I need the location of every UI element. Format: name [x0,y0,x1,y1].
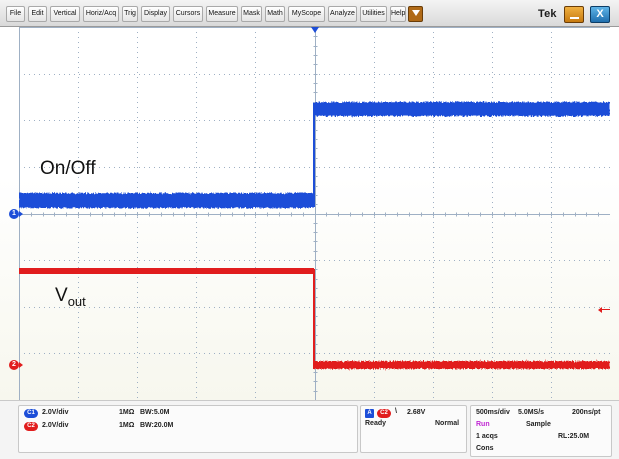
menu-mask[interactable]: Mask [241,6,262,22]
menu-vertical[interactable]: Vertical [50,6,80,22]
ch1-ground-marker[interactable]: 1 [9,209,19,219]
cons-status: Cons [476,445,494,452]
trigger-source-badge: C2 [377,409,391,418]
graticule [19,27,610,400]
falling-edge-icon: \ [395,408,397,415]
record-length: RL:25.0M [558,433,590,440]
vout-main: V [55,285,68,306]
ch2-bandwidth: BW:20.0M [140,422,174,429]
menu-bar: File Edit Vertical Horiz/Acq Trig Displa… [0,0,619,27]
trigger-position-marker[interactable] [311,27,319,33]
trigger-readout[interactable]: A C2 \ 2.68V Ready Normal [360,405,467,453]
acquisition-readout[interactable]: 500ms/div 5.0MS/s 200ns/pt Run Sample 1 … [470,405,612,457]
menu-math[interactable]: Math [265,6,285,22]
ch1-trace-low [19,193,314,208]
menu-utilities[interactable]: Utilities [360,6,387,22]
ch1-trace-high [314,102,610,116]
channel-readout[interactable]: C1 2.0V/div 1MΩ BW:5.0M C2 2.0V/div 1MΩ … [18,405,358,453]
ch2-trace-low [314,361,610,369]
resolution: 200ns/pt [572,409,601,416]
sample-rate: 5.0MS/s [518,409,545,416]
tek-logo: Tek [538,8,557,20]
ch1-readout-row[interactable]: C1 2.0V/div 1MΩ BW:5.0M [19,408,359,420]
menu-display[interactable]: Display [141,6,170,22]
ch2-scale: 2.0V/div [42,422,69,429]
ch2-impedance: 1MΩ [119,422,135,429]
menu-horiz-acq[interactable]: Horiz/Acq [83,6,119,22]
trace-layer [19,102,610,369]
trigger-state: Ready [365,420,387,427]
minimize-icon[interactable] [564,6,584,23]
menu-measure[interactable]: Measure [206,6,238,22]
ch2-trace-high [19,268,314,274]
menu-analyze[interactable]: Analyze [328,6,357,22]
vout-label: Vout [55,285,86,309]
menu-cursors[interactable]: Cursors [173,6,203,22]
acq-count: 1 acqs [476,433,498,440]
acq-mode: Sample [526,421,551,428]
run-state: Run [476,421,490,428]
onoff-label: On/Off [40,158,96,179]
ch2-readout-row[interactable]: C2 2.0V/div 1MΩ BW:20.0M [19,421,359,433]
menu-trig[interactable]: Trig [122,6,138,22]
ch1-scale: 2.0V/div [42,409,69,416]
ch1-badge: C1 [24,409,38,418]
ch2-marker-arrow-icon [19,362,23,368]
menu-edit[interactable]: Edit [28,6,47,22]
ch1-trace-step [313,103,315,207]
trigger-level-value: 2.68V [407,409,426,416]
ch1-impedance: 1MΩ [119,409,135,416]
ch1-marker-arrow-icon [19,211,23,217]
close-icon[interactable]: X [590,6,610,23]
trigger-mode: Normal [435,420,460,427]
menu-help[interactable]: Help [390,6,406,22]
trigger-a-badge: A [365,409,374,418]
ch2-ground-marker[interactable]: 2 [9,360,19,370]
ch2-badge: C2 [24,422,38,431]
ch1-bandwidth: BW:5.0M [140,409,170,416]
timebase: 500ms/div [476,409,510,416]
menu-file[interactable]: File [6,6,25,22]
down-arrow-icon[interactable] [408,6,423,22]
menu-myscope[interactable]: MyScope [288,6,325,22]
vout-sub: out [67,294,86,309]
ch2-trace-step [313,269,315,369]
